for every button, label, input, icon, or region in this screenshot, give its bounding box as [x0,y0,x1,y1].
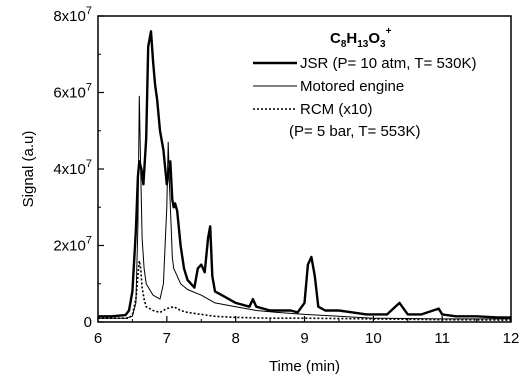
series-group [98,30,512,321]
legend-label-3-line2: (P= 5 bar, T= 553K) [289,123,420,140]
y-tick-label: 0 [84,314,92,331]
series-line-3 [98,260,512,321]
legend-label-1: JSR (P= 10 atm, T= 530K) [300,55,476,72]
y-tick-label: 8x107 [53,5,92,25]
x-tick-label: 8 [231,330,239,347]
x-tick-label: 11 [434,330,450,347]
x-tick-label: 6 [94,330,102,347]
x-tick-label: 9 [300,330,308,347]
series-line-1 [98,30,511,319]
legend: C8H13O3+ JSR (P= 10 atm, T= 530K) Motored … [253,26,476,140]
y-tick-label: 6x107 [53,82,92,102]
y-axis-label: Signal (a.u) [20,131,37,208]
x-tick-label: 12 [503,330,520,347]
x-tick-label: 7 [163,330,171,347]
y-tick-label: 4x107 [53,158,92,178]
y-axis: 0 2x107 4x107 6x107 8x107 [53,5,104,331]
formula-label: C8H13O3+ [330,26,392,50]
legend-label-3: RCM (x10) [300,101,373,118]
legend-label-2: Motored engine [300,78,404,95]
x-axis-label: Time (min) [269,358,340,375]
series-line-2 [98,95,511,320]
y-tick-label: 2x107 [53,235,92,255]
x-tick-label: 10 [365,330,382,347]
x-axis: 6 7 8 9 10 11 12 [94,316,520,347]
